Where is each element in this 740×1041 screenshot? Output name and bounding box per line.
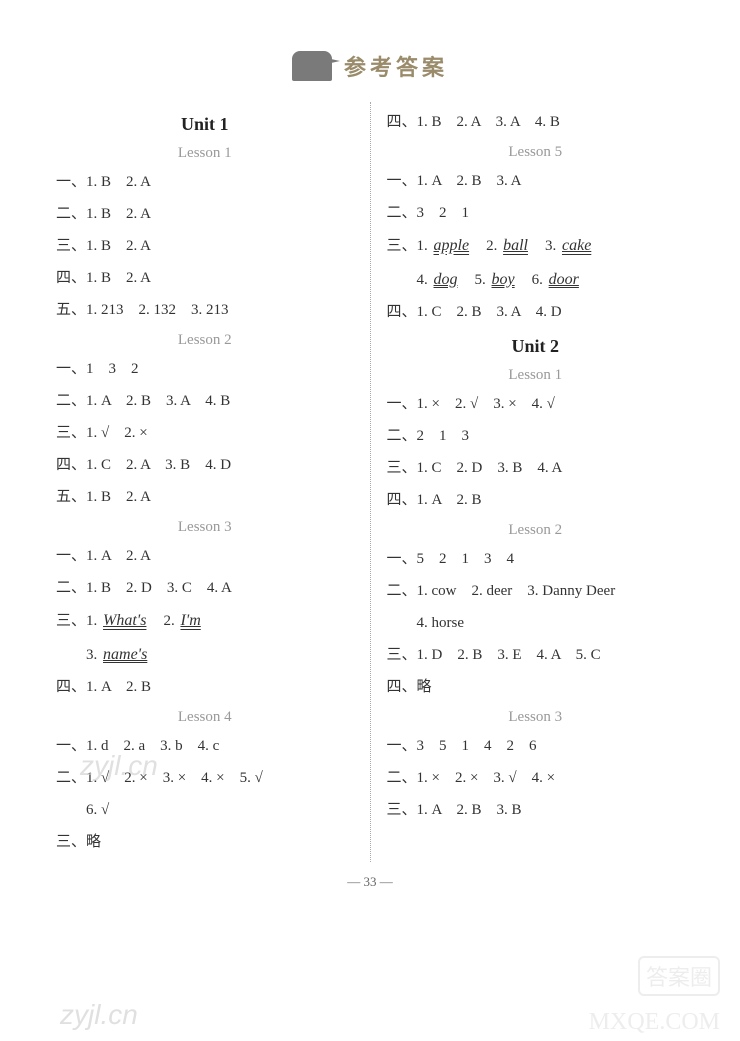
content-columns: Unit 1 Lesson 1 一、1. B 2. A 二、1. B 2. A …	[0, 102, 740, 862]
answer-row: 二、1. × 2. × 3. √ 4. ×	[383, 766, 689, 790]
answer-row: 四、略	[383, 675, 689, 699]
answer-row: 三、略	[52, 830, 358, 854]
answer-row: 三、1. B 2. A	[52, 234, 358, 258]
answer-row: 4. dog 5. boy 6. door	[383, 267, 689, 293]
answer-row: 三、1. A 2. B 3. B	[383, 798, 689, 822]
answer-row: 二、2 1 3	[383, 424, 689, 448]
answer-row: 二、1. √ 2. × 3. × 4. × 5. √	[52, 766, 358, 790]
mid: 2.	[471, 238, 501, 254]
prefix: 4.	[387, 272, 432, 288]
answer-row: 一、1. × 2. √ 3. × 4. √	[383, 392, 689, 416]
answer-row: 四、1. B 2. A	[52, 266, 358, 290]
answer-row: 二、1. B 2. A	[52, 202, 358, 226]
answer-row: 三、1. What's 2. I'm	[52, 608, 358, 634]
answer-row: 一、1. B 2. A	[52, 170, 358, 194]
lesson-1-title: Lesson 1	[52, 145, 358, 162]
answer-row: 五、1. B 2. A	[52, 485, 358, 509]
answer-row: 四、1. C 2. B 3. A 4. D	[383, 300, 689, 324]
u2-lesson-1-title: Lesson 1	[383, 367, 689, 384]
answer-row: 三、1. apple 2. ball 3. cake	[383, 233, 689, 259]
answer-row: 二、1. A 2. B 3. A 4. B	[52, 389, 358, 413]
mid: 3.	[530, 238, 560, 254]
left-column: Unit 1 Lesson 1 一、1. B 2. A 二、1. B 2. A …	[40, 102, 371, 862]
unit-1-title: Unit 1	[52, 114, 358, 135]
cursive-word: cake	[560, 237, 593, 254]
watermark-text: MXQE.COM	[589, 1009, 720, 1036]
answer-row: 一、1. A 2. B 3. A	[383, 169, 689, 193]
answer-row: 3. name's	[52, 642, 358, 668]
answer-row: 三、1. C 2. D 3. B 4. A	[383, 456, 689, 480]
cursive-word: boy	[490, 271, 517, 288]
answer-row: 四、1. A 2. B	[383, 488, 689, 512]
answer-row: 二、1. cow 2. deer 3. Danny Deer	[383, 579, 689, 603]
u2-lesson-3-title: Lesson 3	[383, 709, 689, 726]
cursive-word: ball	[501, 237, 530, 254]
answer-row: 三、1. √ 2. ×	[52, 421, 358, 445]
page-number: — 33 —	[0, 874, 740, 890]
answer-row: 四、1. A 2. B	[52, 675, 358, 699]
watermark-badge: 答案圈	[638, 956, 720, 996]
cursive-word: dog	[432, 271, 460, 288]
unit-2-title: Unit 2	[383, 336, 689, 357]
lesson-3-title: Lesson 3	[52, 519, 358, 536]
answer-row: 一、3 5 1 4 2 6	[383, 734, 689, 758]
answer-row: 一、1. d 2. a 3. b 4. c	[52, 734, 358, 758]
lesson-4-title: Lesson 4	[52, 709, 358, 726]
answer-row: 四、1. C 2. A 3. B 4. D	[52, 453, 358, 477]
cursive-word: I'm	[178, 612, 202, 629]
answer-row: 一、1 3 2	[52, 357, 358, 381]
answer-row: 6. √	[52, 798, 358, 822]
prefix: 三、1.	[56, 613, 101, 629]
graduation-cap-icon	[292, 51, 332, 81]
cursive-word: door	[547, 271, 581, 288]
watermark-text: zyjl.cn	[60, 999, 138, 1031]
u2-lesson-2-title: Lesson 2	[383, 522, 689, 539]
answer-row: 4. horse	[383, 611, 689, 635]
mid: 2.	[148, 613, 178, 629]
answer-row: 一、1. A 2. A	[52, 544, 358, 568]
cursive-word: name's	[101, 646, 149, 663]
answer-row: 四、1. B 2. A 3. A 4. B	[383, 110, 689, 134]
answer-row: 一、5 2 1 3 4	[383, 547, 689, 571]
header-title: 参考答案	[344, 50, 448, 82]
answer-row: 二、3 2 1	[383, 201, 689, 225]
mid: 6.	[517, 272, 547, 288]
lesson-2-title: Lesson 2	[52, 332, 358, 349]
lesson-5-title: Lesson 5	[383, 144, 689, 161]
answer-row: 三、1. D 2. B 3. E 4. A 5. C	[383, 643, 689, 667]
right-column: 四、1. B 2. A 3. A 4. B Lesson 5 一、1. A 2.…	[371, 102, 701, 862]
page-header: 参考答案	[0, 0, 740, 102]
mid: 5.	[460, 272, 490, 288]
prefix: 三、1.	[387, 238, 432, 254]
cursive-word: What's	[101, 612, 148, 629]
answer-row: 五、1. 213 2. 132 3. 213	[52, 298, 358, 322]
prefix: 3.	[56, 647, 101, 663]
cursive-word: apple	[432, 237, 472, 254]
answer-row: 二、1. B 2. D 3. C 4. A	[52, 576, 358, 600]
